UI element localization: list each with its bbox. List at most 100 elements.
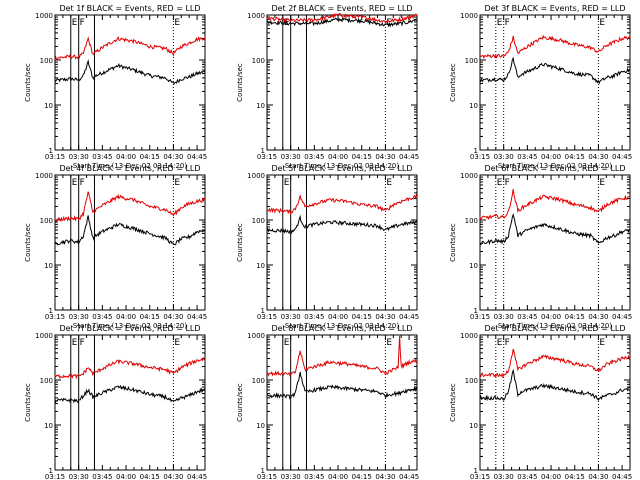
x-tick-label: 03:45 <box>304 153 324 161</box>
time-marker-label: F <box>505 178 510 188</box>
x-tick-label: 04:00 <box>328 473 348 480</box>
y-tick-label: 1 <box>261 307 265 315</box>
x-tick-label: 03:30 <box>494 473 514 480</box>
panel-7: Det 7f BLACK = Events, RED = LLD 1 10 100 10… <box>24 324 207 480</box>
time-marker-label: E <box>174 18 180 28</box>
y-tick-label: 10 <box>469 422 478 430</box>
y-axis-label: Counts/sec <box>236 63 244 102</box>
time-marker-label: E <box>72 338 78 348</box>
y-tick-label: 100 <box>252 57 265 65</box>
lld-series-line <box>266 12 418 24</box>
time-marker-label: E <box>386 338 392 348</box>
x-tick-label: 03:45 <box>304 473 324 480</box>
x-tick-label: 04:00 <box>116 473 136 480</box>
x-tick-label: 04:15 <box>565 313 585 321</box>
y-tick-label: 100 <box>465 57 478 65</box>
y-tick-label: 1000 <box>35 172 53 180</box>
lld-series-line <box>54 35 206 61</box>
x-tick-label: 03:45 <box>517 153 537 161</box>
x-tick-label: 03:30 <box>69 473 89 480</box>
x-tick-label: 04:15 <box>140 313 160 321</box>
x-axis-label: Start Time (13-Dec-02 03:14:20) <box>73 162 187 170</box>
panel-title: Det 4f BLACK = Events, RED = LLD <box>59 164 200 173</box>
x-tick-label: 03:45 <box>517 473 537 480</box>
y-tick-label: 1 <box>474 307 478 315</box>
lld-series-line <box>479 189 631 221</box>
y-tick-label: 100 <box>40 377 53 385</box>
y-axis-label: Counts/sec <box>449 383 457 422</box>
time-marker-label: E <box>72 18 78 28</box>
time-marker-label: E <box>386 178 392 188</box>
panel-2: Det 2f BLACK = Events, RED = LLD 1 10 100 10… <box>236 4 419 170</box>
x-tick-label: 04:30 <box>163 153 183 161</box>
x-tick-label: 04:45 <box>187 473 207 480</box>
y-axis-label: Counts/sec <box>24 63 32 102</box>
lld-series-line <box>479 348 631 379</box>
x-tick-label: 04:00 <box>541 153 561 161</box>
panel-8: Det 8f BLACK = Events, RED = LLD 1 10 100 10… <box>236 324 419 480</box>
x-tick-label: 03:30 <box>494 313 514 321</box>
events-series-line <box>266 16 418 28</box>
x-tick-label: 03:15 <box>45 313 65 321</box>
x-tick-label: 03:15 <box>45 153 65 161</box>
x-tick-label: 03:15 <box>257 313 277 321</box>
panel-title: Det 1f BLACK = Events, RED = LLD <box>59 4 200 13</box>
x-tick-label: 03:15 <box>470 153 490 161</box>
x-tick-label: 04:30 <box>375 153 395 161</box>
y-tick-label: 100 <box>252 377 265 385</box>
x-axis-label: Start Time (13-Dec-02 03:14:20) <box>285 162 399 170</box>
x-tick-label: 03:45 <box>92 473 112 480</box>
panel-title: Det 5f BLACK = Events, RED = LLD <box>271 164 412 173</box>
time-marker-label: E <box>174 338 180 348</box>
x-tick-label: 03:30 <box>281 473 301 480</box>
x-tick-label: 04:45 <box>399 473 419 480</box>
time-marker-label: E <box>599 338 605 348</box>
x-tick-label: 04:30 <box>375 313 395 321</box>
x-tick-label: 03:30 <box>69 313 89 321</box>
y-tick-label: 10 <box>256 262 265 270</box>
panel-title: Det 8f BLACK = Events, RED = LLD <box>271 324 412 333</box>
x-tick-label: 04:15 <box>352 153 372 161</box>
x-tick-label: 03:15 <box>470 313 490 321</box>
y-tick-label: 10 <box>256 102 265 110</box>
time-marker-label: E <box>497 338 503 348</box>
y-tick-label: 1000 <box>35 12 53 20</box>
x-tick-label: 03:30 <box>494 153 514 161</box>
y-tick-label: 10 <box>44 262 53 270</box>
y-tick-label: 10 <box>469 102 478 110</box>
time-marker-label: E <box>497 18 503 28</box>
events-series-line <box>266 371 418 400</box>
panel-5: Det 5f BLACK = Events, RED = LLD 1 10 100 10… <box>236 164 419 330</box>
y-tick-label: 1000 <box>460 12 478 20</box>
y-tick-label: 1000 <box>460 172 478 180</box>
events-series-line <box>54 384 206 404</box>
x-tick-label: 04:15 <box>352 473 372 480</box>
events-series-line <box>479 368 631 402</box>
panel-4: Det 4f BLACK = Events, RED = LLD 1 10 100 10… <box>24 164 207 330</box>
panel-title: Det 7f BLACK = Events, RED = LLD <box>59 324 200 333</box>
plot-frame <box>266 14 418 151</box>
lld-series-line <box>54 191 206 222</box>
y-tick-label: 100 <box>252 217 265 225</box>
plot-frame <box>266 174 418 311</box>
x-tick-label: 04:15 <box>140 473 160 480</box>
panel-1: Det 1f BLACK = Events, RED = LLD 1 10 100 10… <box>24 4 207 170</box>
x-tick-label: 03:45 <box>517 313 537 321</box>
events-series-line <box>54 215 206 246</box>
time-marker-label: F <box>80 18 85 28</box>
y-tick-label: 1 <box>474 147 478 155</box>
x-axis-label: Start Time (13-Dec-02 03:14:20) <box>285 322 399 330</box>
plot-frame <box>479 14 631 151</box>
x-tick-label: 04:45 <box>612 473 632 480</box>
x-tick-label: 04:00 <box>541 313 561 321</box>
x-tick-label: 04:45 <box>612 153 632 161</box>
x-tick-label: 04:00 <box>328 153 348 161</box>
panel-title: Det 3f BLACK = Events, RED = LLD <box>484 4 625 13</box>
y-tick-label: 10 <box>44 422 53 430</box>
plot-frame <box>54 14 206 151</box>
y-tick-label: 100 <box>40 217 53 225</box>
x-tick-label: 04:15 <box>565 153 585 161</box>
x-tick-label: 04:30 <box>588 473 608 480</box>
plot-frame <box>266 334 418 471</box>
y-tick-label: 1 <box>49 467 53 475</box>
